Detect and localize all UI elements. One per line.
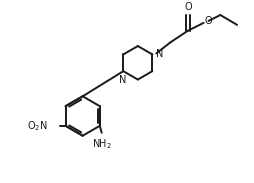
Text: O: O	[204, 16, 212, 26]
Text: N: N	[119, 75, 126, 85]
Text: NH$_2$: NH$_2$	[92, 138, 112, 152]
Text: N: N	[156, 49, 164, 59]
Text: O$_2$N: O$_2$N	[27, 119, 48, 133]
Text: O: O	[184, 2, 192, 12]
